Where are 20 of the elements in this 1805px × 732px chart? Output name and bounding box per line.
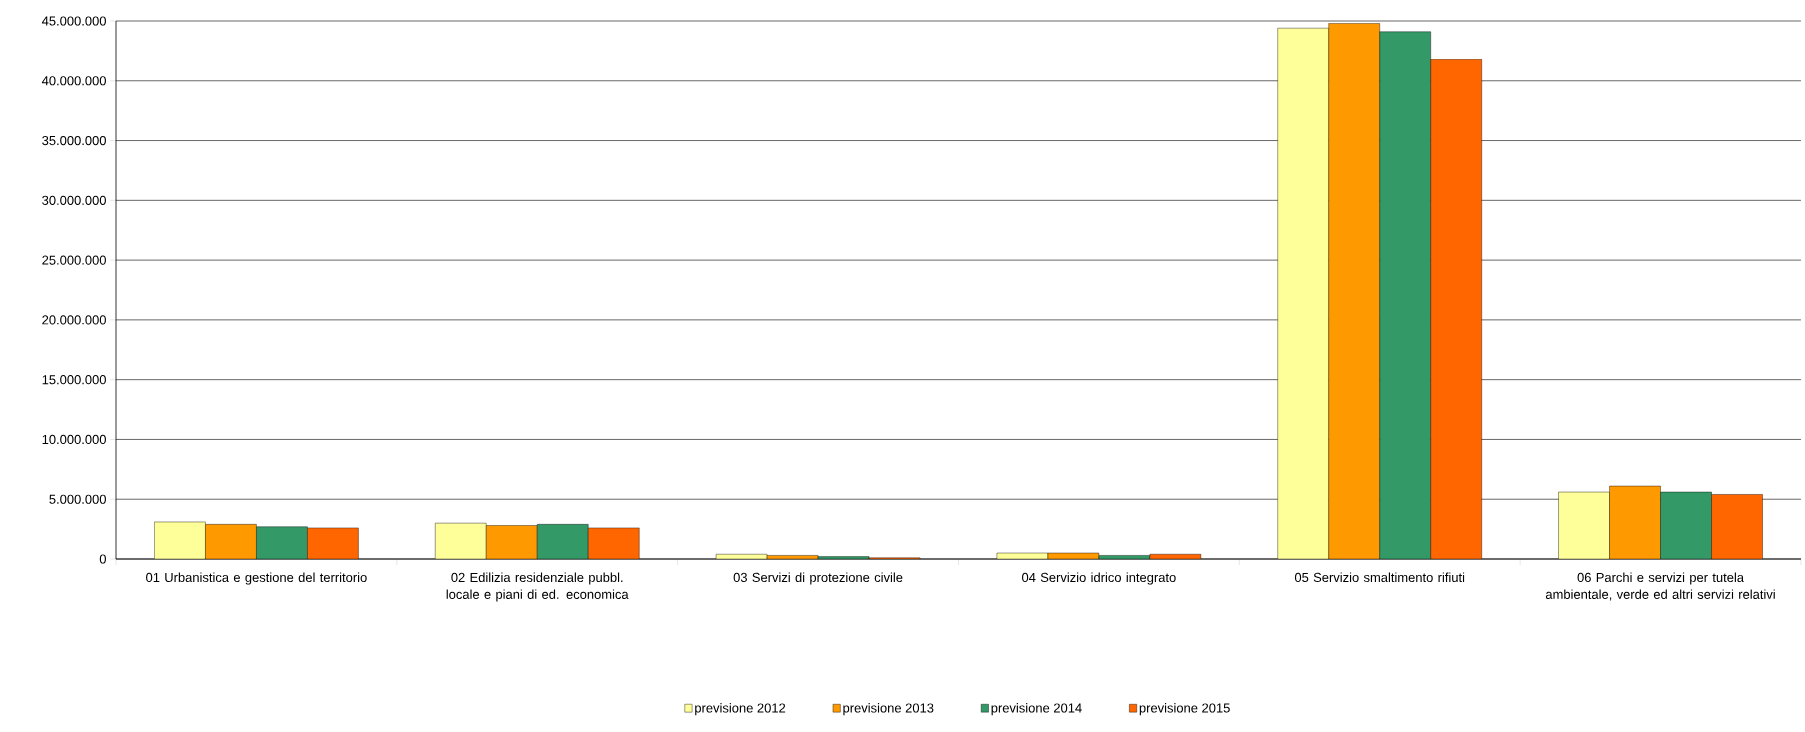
y-tick-label: 25.000.000 — [42, 255, 106, 265]
y-tick-label: 45.000.000 — [41, 16, 106, 26]
y-tick-label: 10.000.000 — [42, 434, 106, 445]
x-tick-label: 02 Edilizia residenziale pubbl. locale e piani di ed. economica — [446, 572, 629, 602]
legend-label: previsione 2012 — [695, 703, 786, 716]
x-tick-label: 03 Servizi di protezione civile — [733, 572, 903, 585]
y-tick-label: 30.000.000 — [42, 195, 106, 205]
x-tick-label: 01 Urbanistica e gestione del territorio — [146, 572, 367, 585]
y-tick-label: 20.000.000 — [42, 315, 106, 325]
y-tick-label: 5.000.000 — [49, 494, 106, 504]
y-tick-label: 35.000.000 — [42, 135, 106, 146]
legend-label: previsione 2015 — [1139, 703, 1230, 716]
y-tick-label: 15.000.000 — [42, 375, 106, 385]
y-tick-label: 0 — [99, 554, 106, 564]
y-tick-label: 40.000.000 — [41, 76, 106, 86]
x-tick-label: 05 Servizio smaltimento rifiuti — [1294, 572, 1465, 583]
legend-label: previsione 2014 — [991, 703, 1082, 716]
x-tick-label: 04 Servizio idrico integrato — [1022, 572, 1176, 585]
x-tick-label: 06 Parchi e servizi per tutela ambientale, verde ed altri servizi relativi — [1545, 572, 1775, 601]
legend-label: previsione 2013 — [843, 703, 934, 716]
